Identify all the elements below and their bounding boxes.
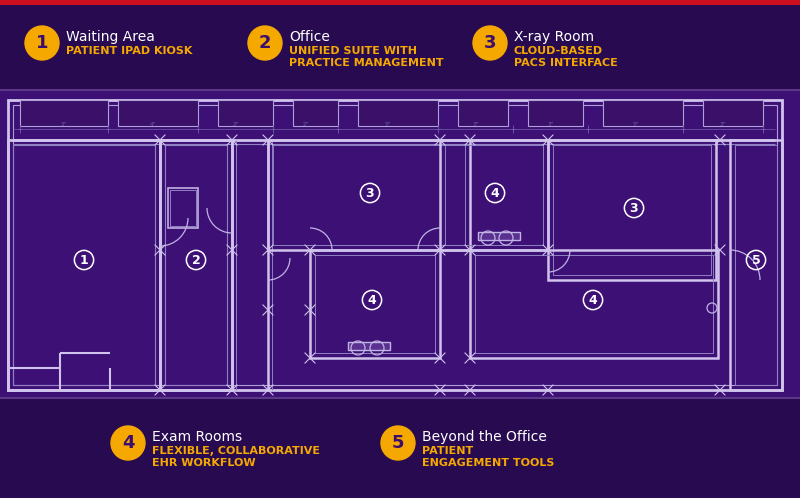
Bar	[160, 140, 232, 390]
Bar	[8, 100, 782, 390]
Text: 1: 1	[36, 34, 48, 52]
Text: 5: 5	[752, 253, 760, 266]
Text: Beyond the Office: Beyond the Office	[422, 430, 547, 444]
Circle shape	[111, 426, 145, 460]
Text: UNIFIED SUITE WITH: UNIFIED SUITE WITH	[289, 46, 417, 56]
Bar	[268, 140, 470, 250]
Text: Waiting Area: Waiting Area	[66, 30, 155, 44]
Text: 2": 2"	[233, 122, 238, 127]
Text: 2": 2"	[302, 122, 309, 127]
Text: PATIENT IPAD KIOSK: PATIENT IPAD KIOSK	[66, 46, 192, 56]
Text: PRACTICE MANAGEMENT: PRACTICE MANAGEMENT	[289, 58, 444, 68]
Bar	[13, 145, 155, 385]
Bar	[0, 398, 800, 498]
Bar	[168, 188, 198, 228]
Text: 4: 4	[368, 293, 376, 306]
Circle shape	[248, 26, 282, 60]
Bar	[8, 140, 160, 390]
Bar	[475, 255, 713, 353]
Bar	[0, 0, 800, 5]
Text: 4": 4"	[150, 122, 156, 127]
Text: Office: Office	[289, 30, 330, 44]
Bar	[735, 145, 777, 385]
Text: Exam Rooms: Exam Rooms	[152, 430, 242, 444]
Bar	[0, 0, 800, 90]
Circle shape	[473, 26, 507, 60]
Bar	[13, 105, 777, 385]
Bar	[0, 90, 800, 398]
Text: 4: 4	[122, 434, 134, 452]
Text: EHR WORKFLOW: EHR WORKFLOW	[152, 458, 256, 468]
Bar	[445, 145, 543, 245]
Bar	[470, 250, 718, 358]
Text: 3: 3	[484, 34, 496, 52]
Bar	[553, 145, 711, 275]
Text: 2: 2	[192, 253, 200, 266]
Bar	[310, 250, 440, 358]
Text: 3: 3	[630, 202, 638, 215]
Bar	[348, 342, 390, 350]
Text: ENGAGEMENT TOOLS: ENGAGEMENT TOOLS	[422, 458, 554, 468]
Bar	[603, 100, 683, 126]
Bar	[528, 100, 583, 126]
Bar	[315, 255, 435, 353]
Text: 2: 2	[258, 34, 271, 52]
Text: 3": 3"	[61, 122, 67, 127]
Bar	[118, 100, 198, 126]
Circle shape	[381, 426, 415, 460]
Text: 3": 3"	[720, 122, 726, 127]
Text: PATIENT: PATIENT	[422, 446, 474, 456]
Text: 5": 5"	[385, 122, 391, 127]
Bar	[170, 190, 196, 226]
Bar	[478, 232, 520, 240]
Text: 4: 4	[490, 186, 499, 200]
Bar	[293, 100, 338, 126]
Text: 5": 5"	[633, 122, 638, 127]
Bar	[548, 140, 716, 280]
Bar	[165, 145, 227, 385]
Bar	[20, 100, 108, 126]
Text: CLOUD-BASED: CLOUD-BASED	[514, 46, 603, 56]
Text: 1: 1	[80, 253, 88, 266]
Bar	[358, 100, 438, 126]
Text: 3": 3"	[473, 122, 478, 127]
Bar	[218, 100, 273, 126]
Text: 4: 4	[589, 293, 598, 306]
Text: 3: 3	[366, 186, 374, 200]
Bar	[458, 100, 508, 126]
Circle shape	[25, 26, 59, 60]
Text: 5: 5	[392, 434, 404, 452]
Text: PACS INTERFACE: PACS INTERFACE	[514, 58, 618, 68]
Bar	[273, 145, 465, 245]
Bar	[730, 140, 782, 390]
Text: 3": 3"	[547, 122, 554, 127]
Text: X-ray Room: X-ray Room	[514, 30, 594, 44]
Text: FLEXIBLE, COLLABORATIVE: FLEXIBLE, COLLABORATIVE	[152, 446, 320, 456]
Bar	[703, 100, 763, 126]
Bar	[440, 140, 548, 250]
